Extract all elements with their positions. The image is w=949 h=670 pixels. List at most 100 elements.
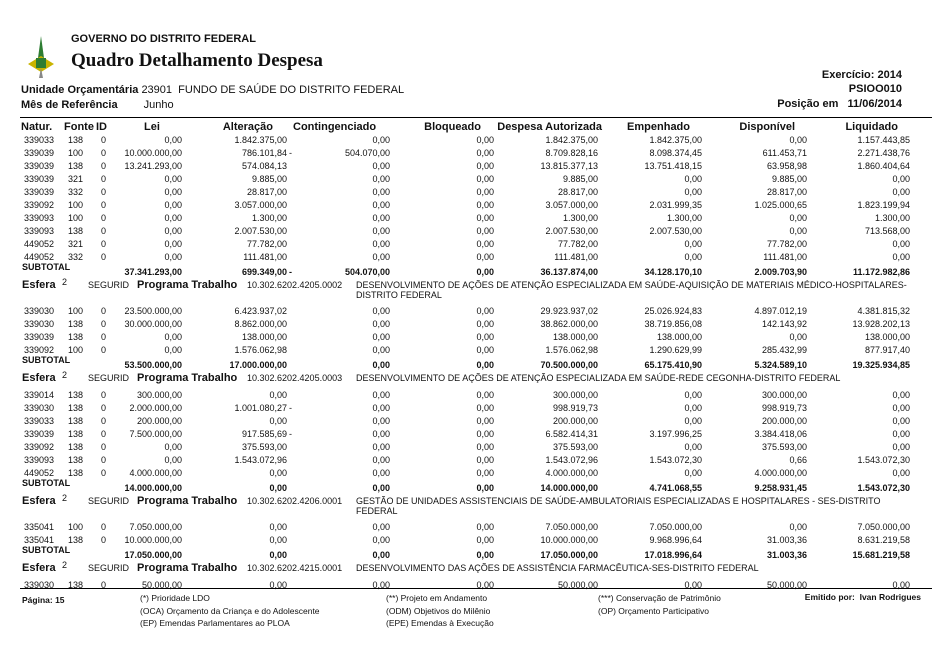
col-empenhado: Empenhado: [627, 121, 690, 133]
fonte: 138: [68, 416, 84, 426]
programa-label: Programa Trabalho: [137, 562, 238, 574]
liquidado: 1.543.072,30: [857, 483, 910, 493]
alteracao: 9.885,00: [251, 174, 287, 184]
page-number: Página: 15: [22, 595, 65, 605]
lei: 2.000.000,00: [129, 403, 182, 413]
id: 0: [101, 252, 107, 262]
empenhado: 0,00: [684, 403, 702, 413]
subtotal-row: SUBTOTAL 53.500.000,00 17.000.000,00 0,00 0,…: [0, 355, 949, 371]
programa-code: 10.302.6202.4205.0003: [247, 373, 343, 383]
alteracao: 8.862.000,00: [234, 319, 287, 329]
id: 0: [101, 148, 107, 158]
bloqueado: 0,00: [476, 148, 494, 158]
id: 0: [101, 522, 107, 532]
disponivel: 0,66: [789, 455, 807, 465]
mes-referencia: Mês de Referência Junho: [21, 99, 174, 111]
lei: 0,00: [164, 187, 182, 197]
despesa-autorizada: 1.300,00: [562, 213, 598, 223]
despesa-autorizada: 2.007.530,00: [545, 226, 598, 236]
contingenciado: 0,00: [372, 174, 390, 184]
disponivel: 0,00: [789, 213, 807, 223]
contingenciado: 0,00: [372, 403, 390, 413]
id: 0: [101, 239, 107, 249]
disponivel: 77.782,00: [766, 239, 807, 249]
liquidado: 8.631.219,58: [857, 535, 910, 545]
esfera-number: 2: [62, 370, 68, 380]
disponivel: 375.593,00: [761, 442, 807, 452]
disponivel: 300.000,00: [761, 390, 807, 400]
disponivel: 0,00: [789, 522, 807, 532]
empenhado: 0,00: [684, 580, 702, 590]
fonte: 138: [68, 319, 84, 329]
esfera-number: 2: [62, 560, 68, 570]
lei: 200.000,00: [136, 416, 182, 426]
fonte: 321: [68, 174, 84, 184]
lei: 10.000.000,00: [124, 535, 182, 545]
alteracao: 1.842.375,00: [234, 135, 287, 145]
bloqueado: 0,00: [476, 161, 494, 171]
despesa-autorizada: 14.000.000,00: [540, 483, 598, 493]
empenhado: 9.968.996,64: [649, 535, 702, 545]
table-row: 339093 138 0 0,00 1.543.072,96 0,00 0,00 1.543.…: [0, 454, 949, 467]
page-title: Quadro Detalhamento Despesa: [71, 50, 323, 71]
liquidado: 11.172.982,86: [852, 267, 910, 277]
disponivel: 31.003,36: [766, 550, 807, 560]
col-id: ID: [96, 121, 107, 133]
natureza: 339092: [24, 200, 55, 210]
contingenciado: 0,00: [372, 442, 390, 452]
alteracao: 0,00: [269, 468, 287, 478]
fonte: 100: [68, 345, 84, 355]
bloqueado: 0,00: [476, 403, 494, 413]
despesa-autorizada: 200.000,00: [552, 416, 598, 426]
id: 0: [101, 535, 107, 545]
contingenciado: 504.070,00: [344, 148, 390, 158]
empenhado: 1.842.375,00: [649, 135, 702, 145]
alteracao: 0,00: [269, 416, 287, 426]
liquidado: 0,00: [892, 239, 910, 249]
natureza: 339030: [24, 580, 55, 590]
programa-description: GESTÃO DE UNIDADES ASSISTENCIAIS DE SAÚD…: [356, 496, 881, 516]
unidade-orcamentaria: Unidade Orçamentária 23901 FUNDO DE SAÚD…: [21, 84, 405, 96]
liquidado: 1.860.404,64: [857, 161, 910, 171]
bloqueado: 0,00: [476, 135, 494, 145]
despesa-autorizada: 17.050.000,00: [540, 550, 598, 560]
bloqueado: 0,00: [476, 345, 494, 355]
exercicio: Exercício: 2014: [821, 69, 902, 81]
contingenciado: 0,00: [372, 522, 390, 532]
id: 0: [101, 580, 107, 590]
natureza: 339039: [24, 187, 55, 197]
contingenciado: 0,00: [372, 200, 390, 210]
col-liquidado: Liquidado: [845, 121, 898, 133]
table-row: 339039 100 0 10.000.000,00 786.101,84- 504.07…: [0, 147, 949, 160]
empenhado: 3.197.996,25: [649, 429, 702, 439]
id: 0: [101, 161, 107, 171]
natureza: 335041: [24, 522, 55, 532]
disponivel: 142.143,92: [761, 319, 807, 329]
col-contingenciado: Contingenciado: [293, 121, 377, 133]
lei: 37.341.293,00: [124, 267, 182, 277]
subtotal-label: SUBTOTAL: [22, 545, 71, 555]
lei: 0,00: [164, 135, 182, 145]
empenhado: 1.300,00: [666, 213, 702, 223]
liquidado: 0,00: [892, 174, 910, 184]
fonte: 321: [68, 239, 84, 249]
natureza: 339092: [24, 345, 55, 355]
natureza: 339033: [24, 135, 55, 145]
fonte: 138: [68, 161, 84, 171]
contingenciado: 0,00: [372, 135, 390, 145]
disponivel: 0,00: [789, 332, 807, 342]
contingenciado: 0,00: [372, 360, 390, 370]
fonte: 100: [68, 522, 84, 532]
liquidado: 877.917,40: [864, 345, 910, 355]
id: 0: [101, 345, 107, 355]
empenhado: 13.751.418,15: [644, 161, 702, 171]
contingenciado: 0,00: [372, 550, 390, 560]
esfera-header: Esfera 2 SEGURID Programa Trabalho 10.302.62…: [0, 560, 949, 577]
id: 0: [101, 213, 107, 223]
alteracao-sign: -: [289, 148, 292, 158]
contingenciado: 0,00: [372, 390, 390, 400]
bloqueado: 0,00: [476, 468, 494, 478]
bloqueado: 0,00: [476, 306, 494, 316]
alteracao: 0,00: [269, 390, 287, 400]
alteracao: 699.349,00: [241, 267, 287, 277]
